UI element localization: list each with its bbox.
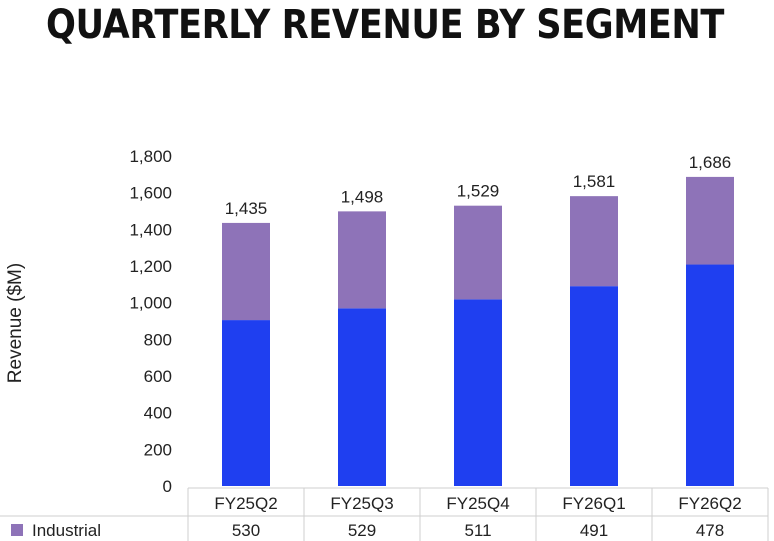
- y-tick-label: 600: [144, 367, 172, 386]
- x-category-label: FY25Q4: [446, 494, 509, 513]
- y-tick-label: 0: [163, 477, 172, 496]
- bar-segment-industrial: [570, 196, 618, 287]
- bar-segment-base: [454, 299, 502, 486]
- legend-swatch-industrial: [11, 524, 23, 536]
- bar-segment-base: [570, 286, 618, 486]
- y-tick-label: 1,600: [129, 184, 172, 203]
- x-category-label: FY25Q2: [214, 494, 277, 513]
- bar-segment-industrial: [222, 222, 270, 321]
- bar-segment-base: [338, 308, 386, 486]
- table-cell-value: 478: [696, 521, 724, 540]
- bar-total-label: 1,435: [225, 199, 268, 218]
- x-category-label: FY25Q3: [330, 494, 393, 513]
- y-tick-label: 200: [144, 440, 172, 459]
- y-tick-label: 1,800: [129, 147, 172, 166]
- y-tick-label: 1,200: [129, 257, 172, 276]
- y-tick-label: 1,000: [129, 294, 172, 313]
- bar-total-label: 1,581: [573, 172, 616, 191]
- y-axis-title: Revenue ($M): [5, 263, 26, 383]
- bar-segment-industrial: [686, 176, 734, 265]
- table-cell-value: 529: [348, 521, 376, 540]
- y-tick-label: 400: [144, 404, 172, 423]
- bar-total-label: 1,529: [457, 182, 500, 201]
- x-category-label: FY26Q2: [678, 494, 741, 513]
- bar-total-label: 1,498: [341, 187, 384, 206]
- x-category-label: FY26Q1: [562, 494, 625, 513]
- chart-title: QUARTERLY REVENUE BY SEGMENT: [46, 2, 724, 48]
- table-cell-value: 530: [232, 521, 260, 540]
- legend-label-industrial: Industrial: [32, 521, 101, 540]
- bar-segment-base: [686, 264, 734, 486]
- table-cell-value: 511: [464, 521, 491, 540]
- bar-segment-base: [222, 320, 270, 486]
- bar-segment-industrial: [454, 205, 502, 300]
- bar-total-label: 1,686: [689, 153, 732, 172]
- bar-segment-industrial: [338, 211, 386, 309]
- y-tick-label: 1,400: [129, 220, 172, 239]
- y-tick-label: 800: [144, 330, 172, 349]
- table-cell-value: 491: [580, 521, 608, 540]
